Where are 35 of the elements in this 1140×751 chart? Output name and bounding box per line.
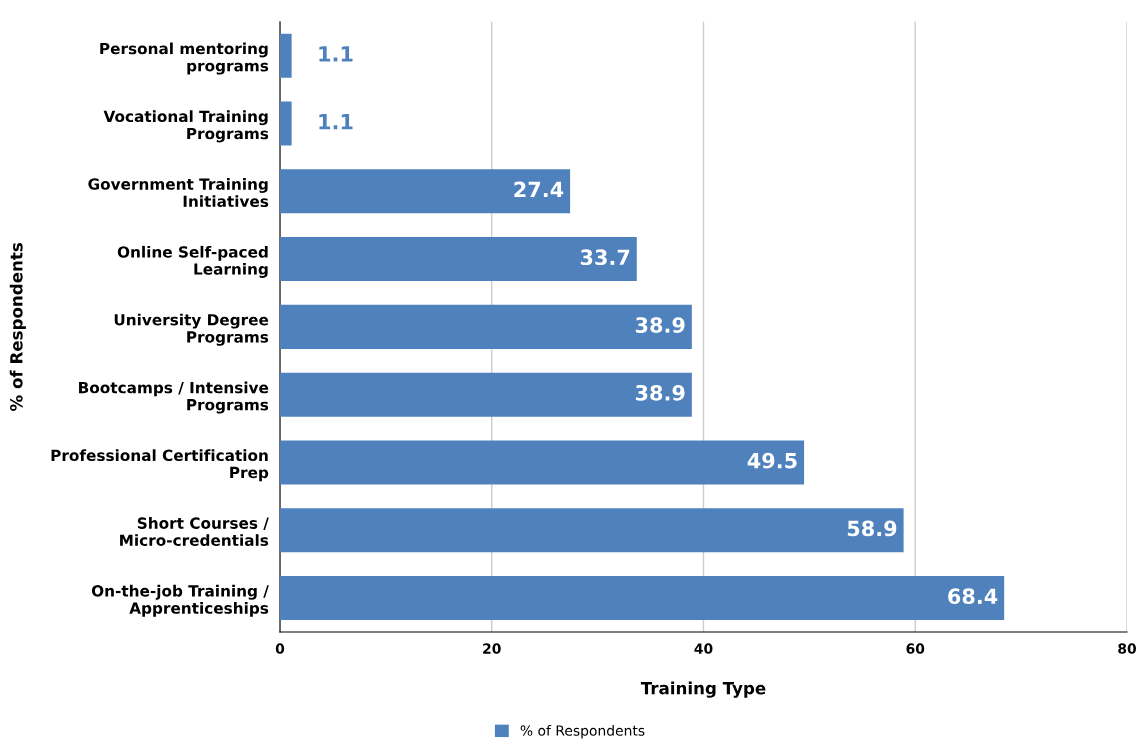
data-label: 1.1 [319,46,353,62]
y-tick-label: Personal mentoring programs [100,42,269,75]
x-tick-label: 0 [275,643,285,654]
y-tick-label: Vocational Training Programs [103,110,269,143]
bar [279,576,1005,621]
y-tick-label: University Degree Programs [114,313,269,346]
data-label: 38.9 [635,317,685,333]
x-tick-label: 60 [906,643,925,654]
y-tick-label: Professional Certification Prep [51,449,269,482]
y-axis-title: % of Respondents [9,243,26,411]
bar [279,169,571,214]
bar [279,508,904,553]
bar [279,33,292,78]
data-label: 1.1 [319,114,353,130]
y-tick-label: Online Self-paced Learning [117,245,268,278]
x-tick-label: 40 [694,643,713,654]
y-tick-label: Government Training Initiatives [88,178,269,208]
bar [279,237,637,282]
y-tick-label: Short Courses / Micro-credentials [120,517,269,546]
data-label: 68.4 [948,588,998,605]
y-tick-label: Bootcamps / Intensive Programs [79,381,269,414]
data-label: 27.4 [514,181,564,198]
legend-label: % of Respondents [520,725,645,739]
data-label: 58.9 [847,520,897,537]
bar [279,372,692,417]
bar [279,304,692,349]
data-label: 33.7 [580,249,630,266]
bar [279,440,805,485]
data-label: 49.5 [747,452,797,469]
x-tick-label: 80 [1118,643,1136,654]
x-axis-title: Training Type [640,681,766,698]
bar [279,101,292,146]
y-tick-label: On-the-job Training / Apprenticeships [91,584,269,617]
x-tick-label: 20 [483,643,501,654]
data-label: 38.9 [635,384,685,401]
